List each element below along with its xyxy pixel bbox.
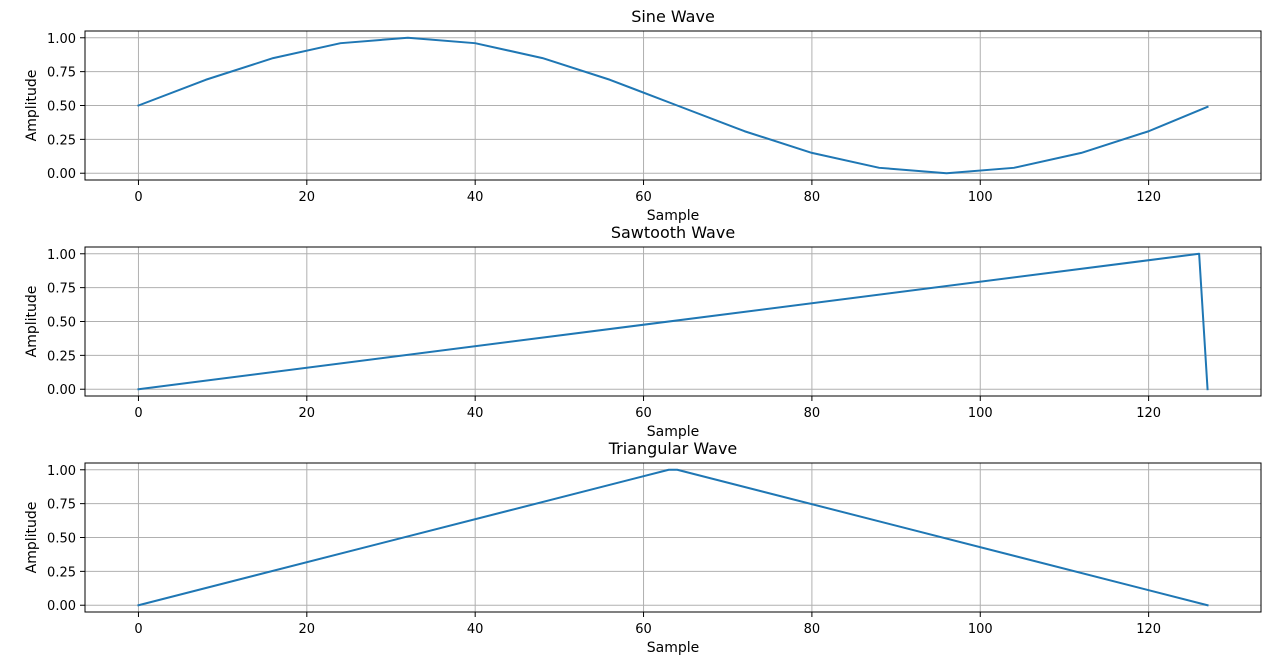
subplot-1: 0 20 40 60 80 100 120 0.00 0.25 0.50 0.75 1.00 Sine … (24, 7, 1262, 224)
x-tick-label: 60 (635, 406, 652, 421)
x-tick-label: 80 (804, 406, 821, 421)
y-tick-label: 0.75 (47, 498, 76, 513)
y-tick-label: 0.00 (47, 599, 76, 614)
x-tick-label: 20 (299, 190, 316, 205)
x-tick-label: 40 (467, 622, 484, 637)
y-tick-label: 0.00 (47, 167, 76, 182)
chart-title: Sine Wave (631, 7, 715, 26)
y-tick-label: 1.00 (47, 464, 76, 479)
y-tick-label: 0.75 (47, 282, 76, 297)
y-axis-label: Amplitude (24, 70, 40, 142)
x-tick-label: 20 (299, 406, 316, 421)
x-tick-label: 0 (134, 190, 142, 205)
x-tick-label: 100 (968, 406, 993, 421)
y-tick-label: 0.25 (47, 565, 76, 580)
chart-title: Triangular Wave (608, 439, 738, 458)
series-line (137, 468, 1209, 607)
y-tick-label: 0.75 (47, 66, 76, 81)
series-line (137, 252, 1209, 391)
y-axis-label: Amplitude (24, 286, 40, 358)
subplot-3: 0 20 40 60 80 100 120 0.00 0.25 0.50 0.75 1.00 Trian… (24, 439, 1262, 656)
x-tick-label: 0 (134, 406, 142, 421)
y-tick-label: 0.50 (47, 532, 76, 547)
x-tick-label: 20 (299, 622, 316, 637)
x-tick-label: 40 (467, 406, 484, 421)
x-axis-label: Sample (647, 424, 700, 440)
x-tick-label: 100 (968, 190, 993, 205)
chart-title: Sawtooth Wave (611, 223, 735, 242)
x-tick-label: 100 (968, 622, 993, 637)
y-tick-label: 0.50 (47, 316, 76, 331)
series-line (137, 36, 1209, 175)
x-tick-label: 120 (1136, 406, 1161, 421)
x-axis-label: Sample (647, 640, 700, 656)
y-tick-label: 0.50 (47, 100, 76, 115)
x-tick-label: 0 (134, 622, 142, 637)
subplot-2: 0 20 40 60 80 100 120 0.00 0.25 0.50 0.75 1.00 Sawto… (24, 223, 1262, 440)
y-axis-label: Amplitude (24, 502, 40, 574)
y-tick-label: 1.00 (47, 32, 76, 47)
x-tick-label: 60 (635, 622, 652, 637)
x-tick-label: 80 (804, 190, 821, 205)
x-tick-label: 80 (804, 622, 821, 637)
y-tick-label: 0.00 (47, 383, 76, 398)
x-tick-label: 40 (467, 190, 484, 205)
x-tick-label: 60 (635, 190, 652, 205)
x-axis-label: Sample (647, 208, 700, 224)
x-tick-label: 120 (1136, 622, 1161, 637)
y-tick-label: 1.00 (47, 248, 76, 263)
y-tick-label: 0.25 (47, 349, 76, 364)
x-tick-label: 120 (1136, 190, 1161, 205)
y-tick-label: 0.25 (47, 133, 76, 148)
